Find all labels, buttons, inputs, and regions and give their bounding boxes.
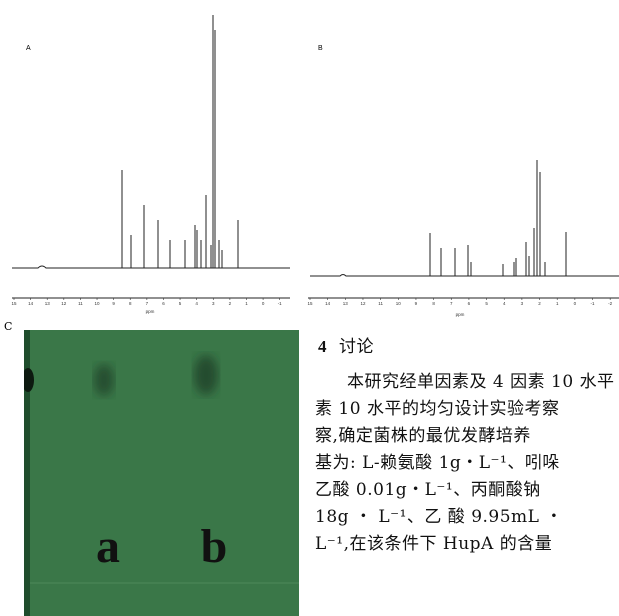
- text-line: 察,确定菌株的最优发酵培养: [315, 421, 531, 446]
- panel-label: B: [318, 45, 323, 52]
- text-line: 18g ・ L⁻¹、乙 酸 9.95mL ・: [315, 502, 563, 527]
- spot: [94, 364, 114, 396]
- tick-label: -2: [608, 301, 612, 306]
- tick-label: 14: [325, 301, 331, 306]
- text-line: 素 10 水平的均匀设计实验考察: [315, 394, 559, 419]
- tlc-plate: a b: [24, 330, 299, 616]
- text-line: L⁻¹,在该条件下 HupA 的含量: [315, 529, 552, 554]
- tick-label: 11: [78, 301, 83, 306]
- plate: [24, 330, 299, 616]
- tick-label: 1: [245, 301, 248, 306]
- tick-label: 3: [212, 301, 215, 306]
- tick-label: 7: [146, 301, 149, 306]
- tick-label: 6: [162, 301, 165, 306]
- tick-label: 8: [129, 301, 132, 306]
- section: 4 讨论 本研究经单因素及 4 因素 10 水平素 10 水平的均匀设计实验考察察…: [315, 330, 619, 616]
- tick-label: 1: [556, 301, 559, 306]
- tick-label: 2: [538, 301, 541, 306]
- tick-label: 0: [574, 301, 577, 306]
- text-line: 基为: L-赖氨酸 1g・L⁻¹、吲哚: [315, 448, 560, 473]
- tick-label: 10: [95, 301, 101, 306]
- panel-label: C: [4, 320, 12, 333]
- tick-label: 14: [28, 301, 34, 306]
- tick-label: -1: [278, 301, 282, 306]
- tick-label: 7: [450, 301, 453, 306]
- spectrum-b: [310, 160, 619, 276]
- tick-label: 2: [229, 301, 232, 306]
- tick-label: 12: [360, 301, 366, 306]
- section-title: 讨论: [339, 337, 374, 357]
- lane-label: b: [201, 520, 228, 573]
- tick-label: 4: [503, 301, 506, 306]
- axis-unit: ppm: [456, 312, 465, 317]
- tick-label: 0: [262, 301, 265, 306]
- text-line: 本研究经单因素及 4 因素 10 水平: [347, 367, 615, 392]
- tick-label: 13: [343, 301, 349, 306]
- tick-label: 5: [485, 301, 488, 306]
- tick-label: 9: [112, 301, 115, 306]
- tick-label: 5: [179, 301, 182, 306]
- tick-label: 4: [195, 301, 198, 306]
- tick-label: 12: [61, 301, 67, 306]
- section-number: 4: [318, 337, 327, 356]
- spectrum-a: [12, 15, 290, 268]
- tick-label: 15: [11, 301, 17, 306]
- axis-unit: ppm: [146, 309, 155, 314]
- tick-label: 3: [521, 301, 524, 306]
- tick-label: 6: [468, 301, 471, 306]
- tick-label: -1: [591, 301, 595, 306]
- page: {"spectra": [ {"label": "A", "ticks": ["…: [0, 0, 619, 616]
- tick-label: 13: [45, 301, 51, 306]
- tick-label: 9: [415, 301, 418, 306]
- tick-label: 8: [432, 301, 435, 306]
- spot: [194, 355, 218, 395]
- tick-label: 15: [307, 301, 313, 306]
- section-heading: 4 讨论: [318, 332, 374, 357]
- lane-label: a: [96, 520, 120, 573]
- tick-label: 11: [378, 301, 383, 306]
- text-line: 乙酸 0.01g・L⁻¹、丙酮酸钠: [315, 475, 541, 500]
- panel-label: A: [26, 45, 31, 52]
- tick-label: 10: [396, 301, 402, 306]
